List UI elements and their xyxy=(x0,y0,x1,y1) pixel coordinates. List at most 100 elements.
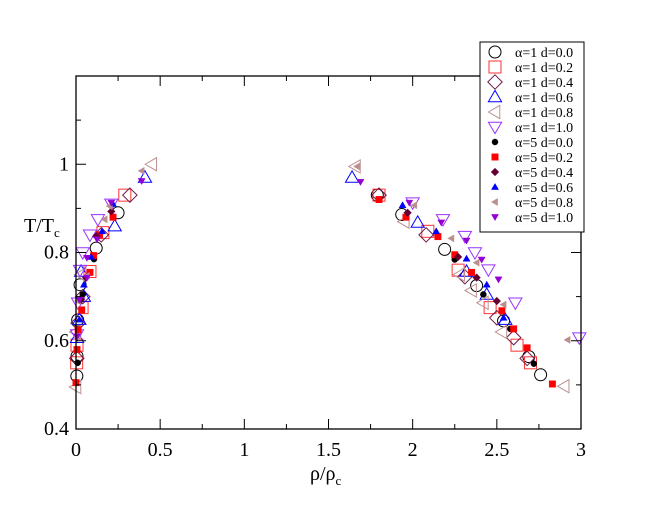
x-tick-label: 0 xyxy=(71,439,81,461)
data-point xyxy=(468,268,476,276)
data-point xyxy=(93,236,101,244)
data-point xyxy=(410,201,418,210)
data-point xyxy=(453,252,463,262)
data-point xyxy=(107,199,116,207)
legend-marker xyxy=(490,167,500,177)
legend-marker xyxy=(487,121,503,135)
data-point xyxy=(463,282,477,298)
legend-marker xyxy=(491,214,499,222)
data-point xyxy=(118,188,132,202)
series-11 xyxy=(73,178,503,341)
data-point xyxy=(457,230,473,244)
data-point xyxy=(73,263,89,277)
data-point xyxy=(494,324,508,340)
data-point xyxy=(534,368,548,382)
data-point xyxy=(73,346,81,354)
data-point xyxy=(73,333,81,341)
legend-marker xyxy=(487,104,501,120)
data-point xyxy=(498,307,506,315)
data-point xyxy=(510,338,524,352)
data-point xyxy=(398,201,407,209)
data-point xyxy=(75,247,91,261)
data-point xyxy=(556,378,570,394)
legend-item: α=5 d=1.0 xyxy=(491,211,573,226)
data-point xyxy=(344,169,360,183)
data-point xyxy=(452,267,466,283)
data-point xyxy=(507,297,523,311)
data-point xyxy=(107,218,123,232)
x-tick-label: 3 xyxy=(576,439,586,461)
legend-item: α=1 d=0.0 xyxy=(488,45,573,61)
series-5 xyxy=(69,197,587,346)
legend-item: α=5 d=0.6 xyxy=(491,181,573,196)
y-axis-label-subscript: c xyxy=(54,225,60,240)
legend-marker xyxy=(491,138,499,146)
legend-item: α=1 d=1.0 xyxy=(487,121,573,136)
series-1 xyxy=(70,188,537,370)
data-point xyxy=(438,242,452,256)
data-point xyxy=(109,213,117,221)
data-point xyxy=(137,178,146,186)
legend-label: α=1 d=0.4 xyxy=(515,76,573,91)
x-tick-label: 1 xyxy=(239,439,249,461)
data-point xyxy=(107,207,116,216)
legend-item: α=1 d=0.4 xyxy=(487,74,573,91)
data-point xyxy=(74,288,91,305)
data-point xyxy=(121,187,138,204)
data-point xyxy=(100,215,108,224)
data-point xyxy=(434,233,442,241)
data-point xyxy=(494,276,503,284)
legend-label: α=5 d=1.0 xyxy=(515,211,573,226)
legend-label: α=1 d=0.8 xyxy=(515,106,573,121)
legend-label: α=1 d=0.6 xyxy=(515,91,573,106)
data-point xyxy=(563,335,571,344)
data-point xyxy=(548,380,556,388)
data-point xyxy=(78,306,86,314)
data-point xyxy=(447,234,455,243)
legend: α=1 d=0.0α=1 d=0.2α=1 d=0.4α=1 d=0.6α=1 … xyxy=(479,41,585,233)
x-tick-label: 2.5 xyxy=(484,439,509,461)
axes: 0 0.5 1 1.5 2 2.5 3 0.4 0.6 0.8 1 xyxy=(44,75,586,461)
legend-label: α=5 d=0.2 xyxy=(515,151,573,166)
legend-marker xyxy=(487,89,503,103)
data-point xyxy=(90,214,106,228)
data-point xyxy=(488,309,505,326)
series-3 xyxy=(69,169,513,343)
x-tick-label: 1.5 xyxy=(316,439,341,461)
data-point xyxy=(499,313,508,321)
y-tick-label: 1 xyxy=(59,153,69,175)
data-point xyxy=(467,247,483,261)
data-point xyxy=(418,226,435,243)
data-point xyxy=(353,162,360,171)
data-point xyxy=(70,356,84,370)
data-point xyxy=(403,208,412,217)
legend-item: α=5 d=0.8 xyxy=(490,196,573,211)
data-point xyxy=(480,264,496,278)
legend-marker xyxy=(488,45,502,59)
data-point xyxy=(477,256,486,264)
y-tick-label: 0.8 xyxy=(44,242,69,264)
data-point xyxy=(405,199,414,207)
data-point xyxy=(356,179,365,186)
legend-label: α=5 d=0.4 xyxy=(515,166,573,181)
data-point xyxy=(137,166,145,175)
legend-item: α=5 d=0.0 xyxy=(491,136,573,151)
legend-label: α=5 d=0.0 xyxy=(515,136,573,151)
legend-item: α=1 d=0.8 xyxy=(487,104,573,121)
data-point xyxy=(410,214,426,228)
data-point xyxy=(437,219,446,227)
legend-label: α=1 d=1.0 xyxy=(515,121,573,136)
x-tick-label: 2 xyxy=(408,439,418,461)
x-axis-label-subscript: c xyxy=(336,473,342,488)
y-axis-label: T/Tc xyxy=(24,215,60,240)
data-point xyxy=(519,350,536,367)
data-point xyxy=(375,196,383,204)
data-point xyxy=(483,301,497,315)
data-point xyxy=(75,296,84,304)
data-point xyxy=(462,237,471,245)
data-point xyxy=(74,326,82,334)
legend-item: α=5 d=0.2 xyxy=(491,151,573,166)
legend-marker xyxy=(487,74,503,90)
y-tick-label: 0.6 xyxy=(44,330,69,352)
data-point xyxy=(72,264,88,278)
